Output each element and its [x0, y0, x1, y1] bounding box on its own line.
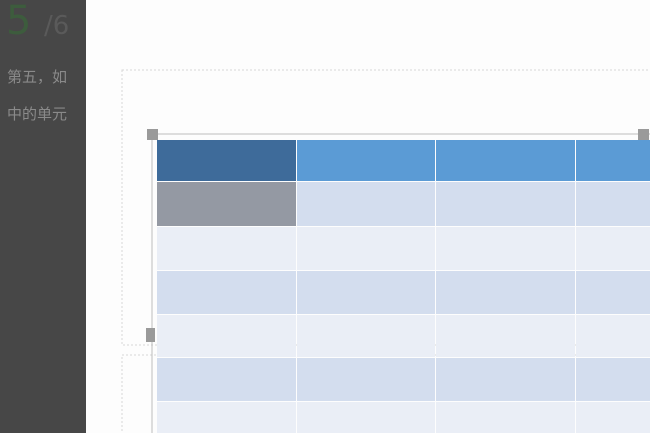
table-cell[interactable] — [436, 402, 575, 433]
table-cell[interactable] — [576, 182, 650, 226]
table-cell[interactable] — [436, 182, 575, 226]
table-cell[interactable] — [436, 227, 575, 270]
instruction-line: 第五，如 — [7, 68, 67, 86]
table[interactable] — [157, 140, 650, 433]
resize-handle[interactable] — [147, 129, 158, 140]
table-cell[interactable] — [297, 271, 435, 314]
table-cell[interactable] — [297, 402, 435, 433]
table-cell[interactable] — [157, 402, 296, 433]
table-cell[interactable] — [157, 140, 296, 181]
table-cell[interactable] — [436, 315, 575, 357]
table-cell[interactable] — [157, 315, 296, 357]
instruction-line: 中的单元 — [7, 105, 67, 123]
table-cell[interactable] — [436, 140, 575, 181]
table-cell[interactable] — [297, 182, 435, 226]
table-cell[interactable] — [297, 227, 435, 270]
table-cell[interactable] — [297, 140, 435, 181]
table-cell[interactable] — [297, 358, 435, 401]
table-cell[interactable] — [576, 402, 650, 433]
table-cell[interactable] — [576, 315, 650, 357]
table-cell[interactable] — [576, 140, 650, 181]
table-cell[interactable] — [576, 271, 650, 314]
table-cell[interactable] — [157, 271, 296, 314]
table-cell[interactable] — [157, 227, 296, 270]
table-cell[interactable] — [436, 358, 575, 401]
resize-handle[interactable] — [638, 129, 649, 140]
table-cell[interactable] — [576, 358, 650, 401]
table-cell[interactable] — [157, 182, 296, 226]
step-total: /6 — [44, 11, 69, 41]
table-cell[interactable] — [297, 315, 435, 357]
resize-handle[interactable] — [146, 328, 155, 342]
table-cell[interactable] — [576, 227, 650, 270]
table-cell[interactable] — [436, 271, 575, 314]
table-cell[interactable] — [157, 358, 296, 401]
step-number: 5 — [6, 0, 31, 44]
